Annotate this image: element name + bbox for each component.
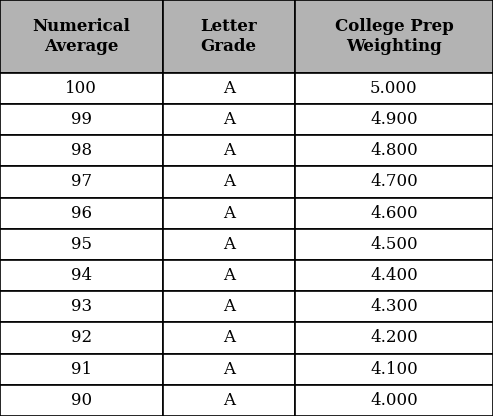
Text: A: A [223,205,235,222]
Bar [0,73,163,104]
Text: A: A [223,80,235,97]
Bar [163,322,295,354]
Text: A: A [223,267,235,284]
Bar [0,385,163,416]
Bar [295,229,493,260]
Bar [295,0,493,73]
Text: 4.300: 4.300 [370,298,418,315]
Text: 94: 94 [71,267,92,284]
Bar [0,166,163,198]
Text: 4.700: 4.700 [370,173,418,191]
Bar [163,166,295,198]
Text: A: A [223,298,235,315]
Bar [295,260,493,291]
Text: 4.600: 4.600 [370,205,418,222]
Bar [295,385,493,416]
Bar [0,291,163,322]
Bar [163,229,295,260]
Text: 100: 100 [66,80,97,97]
Text: 4.200: 4.200 [370,329,418,347]
Bar [0,322,163,354]
Text: A: A [223,361,235,378]
Bar [163,198,295,229]
Text: 4.900: 4.900 [370,111,418,128]
Bar [295,354,493,385]
Bar [163,354,295,385]
Text: Letter
Grade: Letter Grade [200,18,257,54]
Text: 4.000: 4.000 [370,392,418,409]
Bar [163,0,295,73]
Bar [163,104,295,135]
Bar [295,198,493,229]
Text: 5.000: 5.000 [370,80,418,97]
Text: 90: 90 [71,392,92,409]
Bar [295,73,493,104]
Bar [0,135,163,166]
Bar [163,385,295,416]
Text: 97: 97 [71,173,92,191]
Bar [0,198,163,229]
Text: 4.800: 4.800 [370,142,418,159]
Text: 99: 99 [71,111,92,128]
Text: A: A [223,111,235,128]
Bar [295,322,493,354]
Text: 91: 91 [71,361,92,378]
Text: 96: 96 [71,205,92,222]
Text: 4.500: 4.500 [370,236,418,253]
Text: 98: 98 [71,142,92,159]
Text: A: A [223,173,235,191]
Bar [0,229,163,260]
Bar [163,291,295,322]
Bar [163,260,295,291]
Text: A: A [223,236,235,253]
Bar [295,166,493,198]
Bar [0,260,163,291]
Bar [295,135,493,166]
Bar [295,291,493,322]
Text: 4.100: 4.100 [370,361,418,378]
Text: College Prep
Weighting: College Prep Weighting [335,18,453,54]
Text: 92: 92 [71,329,92,347]
Bar [0,104,163,135]
Bar [295,104,493,135]
Text: A: A [223,392,235,409]
Text: Numerical
Average: Numerical Average [33,18,130,54]
Bar [163,135,295,166]
Bar [163,73,295,104]
Text: 93: 93 [71,298,92,315]
Text: A: A [223,329,235,347]
Text: A: A [223,142,235,159]
Text: 4.400: 4.400 [370,267,418,284]
Bar [0,0,163,73]
Text: 95: 95 [71,236,92,253]
Bar [0,354,163,385]
